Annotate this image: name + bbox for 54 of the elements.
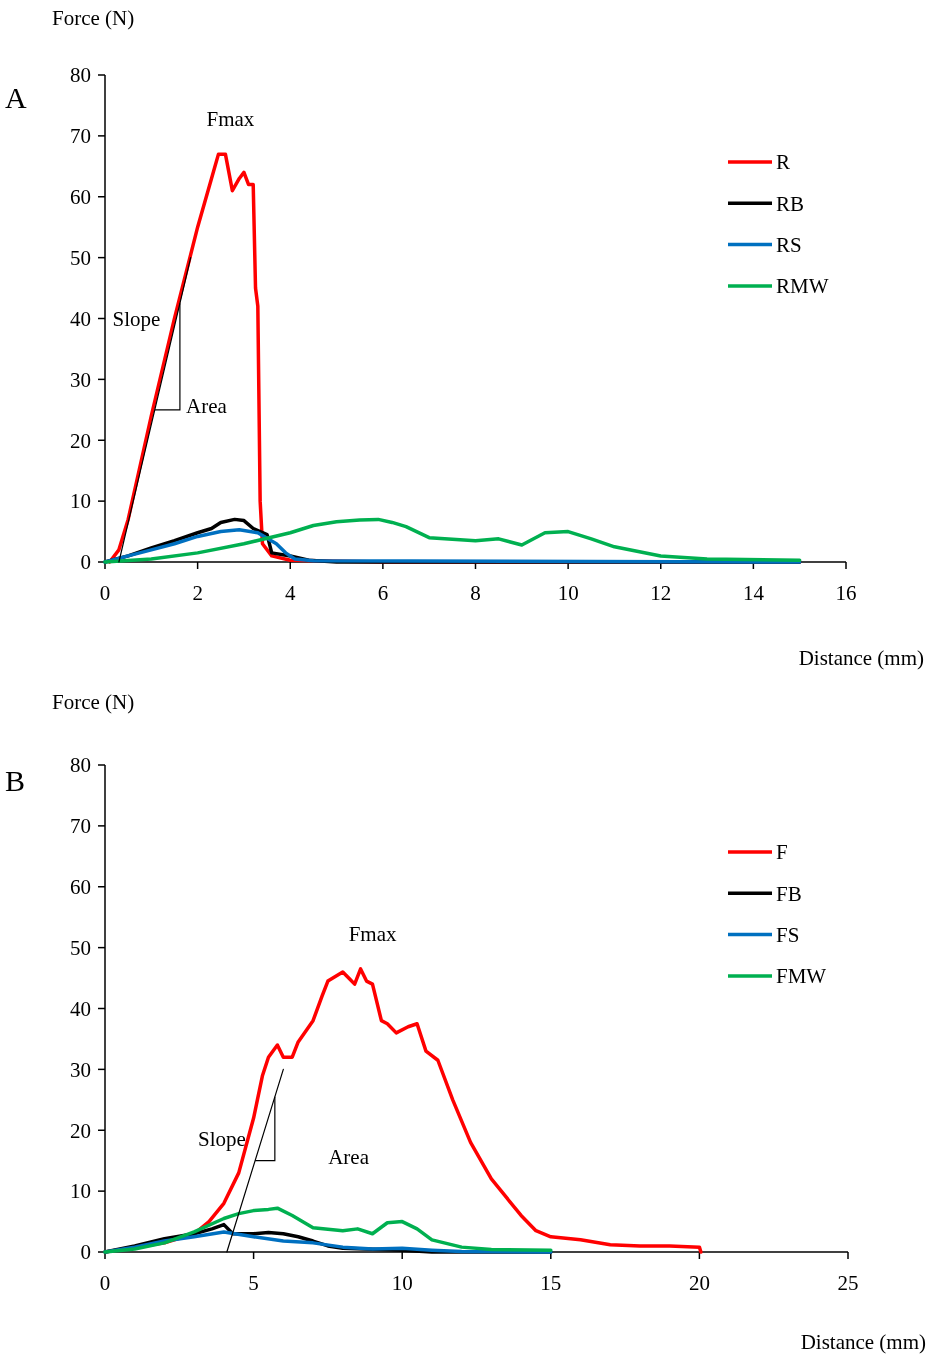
x-tick-label: 5 bbox=[248, 1271, 259, 1295]
y-tick-label: 20 bbox=[70, 1118, 91, 1143]
x-tick-label: 8 bbox=[470, 581, 481, 605]
y-tick-label: 70 bbox=[70, 814, 91, 839]
y-tick-label: 10 bbox=[70, 1179, 91, 1204]
x-tick-label: 16 bbox=[835, 581, 857, 605]
legend-label: FMW bbox=[776, 964, 827, 989]
y-tick-label: 60 bbox=[70, 875, 91, 900]
x-tick-label: 4 bbox=[285, 581, 296, 605]
y-tick-label: 80 bbox=[70, 63, 91, 88]
x-tick-label: 12 bbox=[650, 581, 672, 605]
y-axis-title: Force (N) bbox=[52, 6, 135, 30]
y-tick-label: 70 bbox=[70, 124, 91, 149]
y-tick-label: 30 bbox=[70, 1057, 91, 1082]
x-axis-title: Distance (mm) bbox=[798, 646, 925, 670]
legend-label: FS bbox=[776, 922, 800, 947]
x-tick-label: 10 bbox=[557, 581, 579, 605]
x-tick-label: 25 bbox=[837, 1271, 859, 1295]
y-axis-title: Force (N) bbox=[52, 690, 135, 714]
annotation: Area bbox=[186, 394, 228, 419]
y-tick-label: 80 bbox=[70, 753, 91, 778]
chart-title: A bbox=[5, 81, 27, 114]
annotation: Slope bbox=[198, 1127, 246, 1152]
annotation: Fmax bbox=[206, 107, 255, 132]
x-tick-label: 6 bbox=[377, 581, 389, 605]
y-tick-label: 0 bbox=[80, 1240, 91, 1265]
legend-label: FB bbox=[776, 881, 802, 906]
annotation: Slope bbox=[112, 306, 161, 331]
legend-label: R bbox=[776, 150, 791, 175]
annotation: Area bbox=[328, 1145, 370, 1170]
x-tick-label: 14 bbox=[742, 581, 765, 605]
x-tick-label: 10 bbox=[391, 1271, 413, 1295]
x-tick-label: 15 bbox=[540, 1271, 562, 1295]
y-tick-label: 60 bbox=[70, 185, 91, 210]
line-series bbox=[103, 1206, 553, 1254]
x-axis-title: Distance (mm) bbox=[800, 1330, 927, 1354]
y-tick-label: 40 bbox=[70, 306, 91, 331]
y-tick-label: 50 bbox=[70, 935, 91, 960]
y-tick-label: 50 bbox=[70, 245, 91, 270]
x-tick-label: 0 bbox=[99, 1271, 111, 1295]
legend-label: RS bbox=[776, 232, 802, 257]
x-tick-label: 2 bbox=[192, 581, 203, 605]
x-tick-label: 0 bbox=[99, 581, 111, 605]
annotation: Fmax bbox=[348, 922, 397, 947]
y-tick-label: 10 bbox=[70, 489, 91, 514]
y-tick-label: 0 bbox=[80, 550, 91, 575]
legend-label: F bbox=[776, 840, 788, 865]
y-tick-label: 20 bbox=[70, 428, 91, 453]
y-tick-label: 30 bbox=[70, 367, 91, 392]
x-tick-label: 20 bbox=[688, 1271, 710, 1295]
chart-title: B bbox=[5, 764, 26, 797]
legend-label: RMW bbox=[776, 274, 829, 299]
legend-label: RB bbox=[776, 191, 805, 216]
y-tick-label: 40 bbox=[70, 996, 91, 1021]
